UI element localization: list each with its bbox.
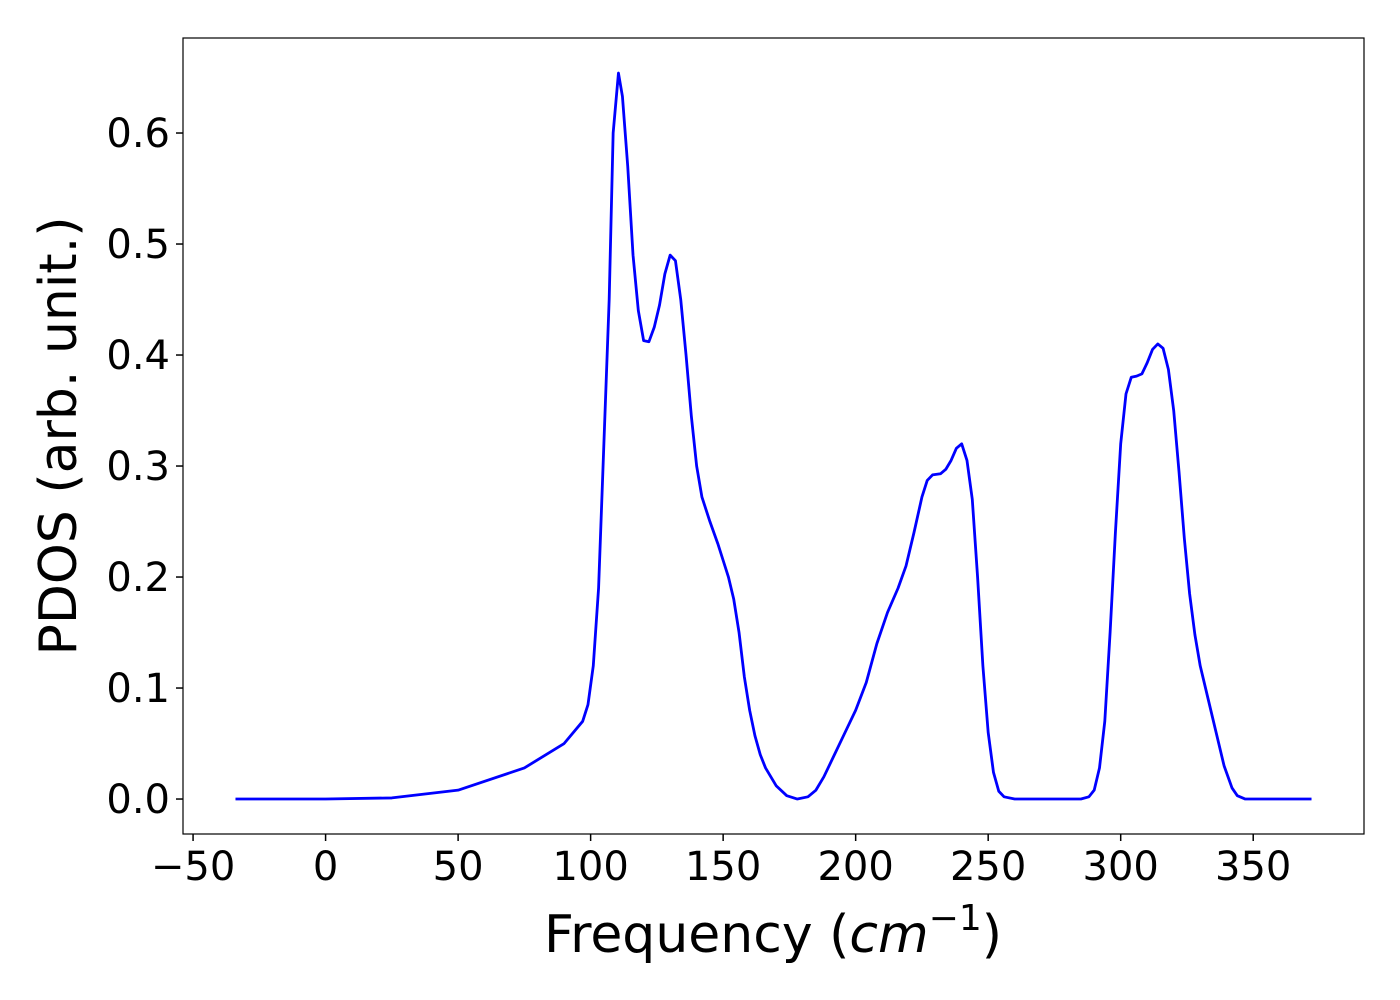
x-tick-label: 100 (552, 844, 628, 890)
pdos-line (235, 71, 1312, 801)
x-label-close: ) (982, 905, 1002, 965)
x-label-math: cm (849, 905, 928, 965)
x-tick-label: 350 (1215, 844, 1291, 890)
x-tick-label: 0 (313, 844, 338, 890)
y-tick-label: 0.0 (106, 777, 170, 823)
x-tick-label: 200 (817, 844, 893, 890)
plot-frame (182, 37, 1365, 835)
x-tick-label: −50 (151, 844, 235, 890)
x-tick-label: 150 (685, 844, 761, 890)
x-label-sup: −1 (929, 898, 982, 939)
x-axis-label: Frequency (cm−1) (544, 898, 1002, 965)
y-tick-label: 0.5 (106, 222, 170, 268)
x-tick-label: 50 (433, 844, 484, 890)
x-label-text: Frequency ( (544, 905, 849, 965)
y-tick-label: 0.6 (106, 111, 170, 157)
y-tick-label: 0.1 (106, 666, 170, 712)
y-tick-label: 0.2 (106, 555, 170, 601)
y-axis-label: PDOS (arb. unit.) (29, 216, 89, 655)
x-tick-label: 300 (1083, 844, 1159, 890)
y-tick-label: 0.4 (106, 333, 170, 379)
x-tick-label: 250 (950, 844, 1026, 890)
y-tick-label: 0.3 (106, 444, 170, 490)
